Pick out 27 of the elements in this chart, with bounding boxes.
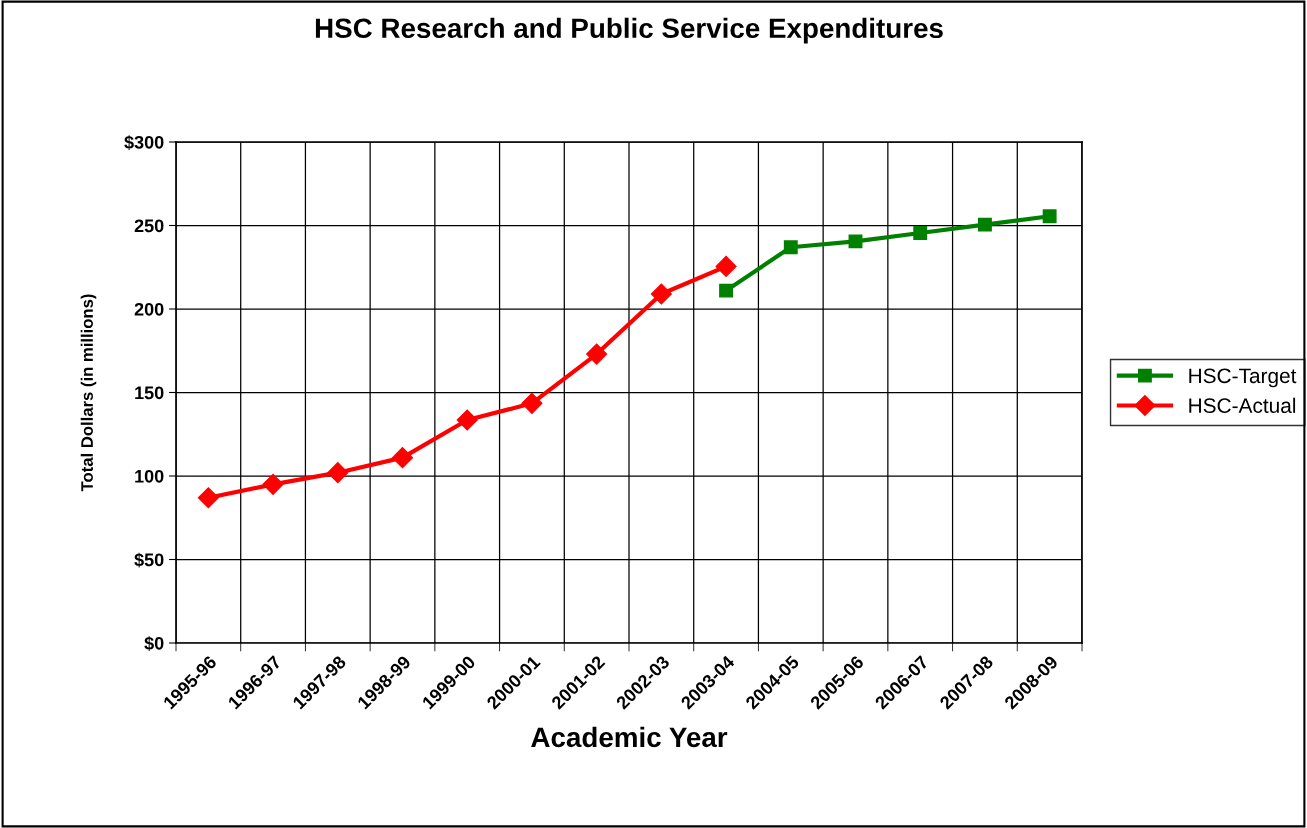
y-tick-label: 150 bbox=[135, 386, 164, 400]
point bbox=[586, 343, 608, 365]
point bbox=[650, 283, 672, 305]
point bbox=[715, 255, 737, 277]
point bbox=[327, 462, 349, 484]
y-tick-label: $50 bbox=[134, 552, 164, 568]
y-tick-label: $300 bbox=[124, 135, 164, 150]
chart-title: HSC Research and Public Service Expenditures bbox=[315, 17, 943, 44]
point bbox=[783, 240, 798, 255]
y-tick-label: 250 bbox=[134, 219, 164, 233]
legend-label: HSC-Target bbox=[1189, 368, 1297, 388]
point bbox=[719, 283, 734, 298]
point bbox=[456, 409, 478, 431]
point bbox=[977, 217, 992, 232]
point bbox=[913, 226, 928, 240]
legend-label: HSC-Actual bbox=[1189, 397, 1296, 414]
y-tick-label: 100 bbox=[135, 469, 164, 483]
point bbox=[262, 473, 284, 495]
x-axis-title: Academic Year bbox=[531, 726, 728, 748]
point bbox=[848, 234, 863, 249]
y-tick-label: $0 bbox=[144, 636, 164, 651]
point bbox=[1042, 209, 1057, 224]
y-axis-title: Total Dollars (in millions) bbox=[80, 294, 97, 492]
y-tick-label: 200 bbox=[134, 302, 164, 316]
point bbox=[197, 487, 219, 509]
point bbox=[521, 392, 543, 414]
point bbox=[391, 447, 414, 469]
